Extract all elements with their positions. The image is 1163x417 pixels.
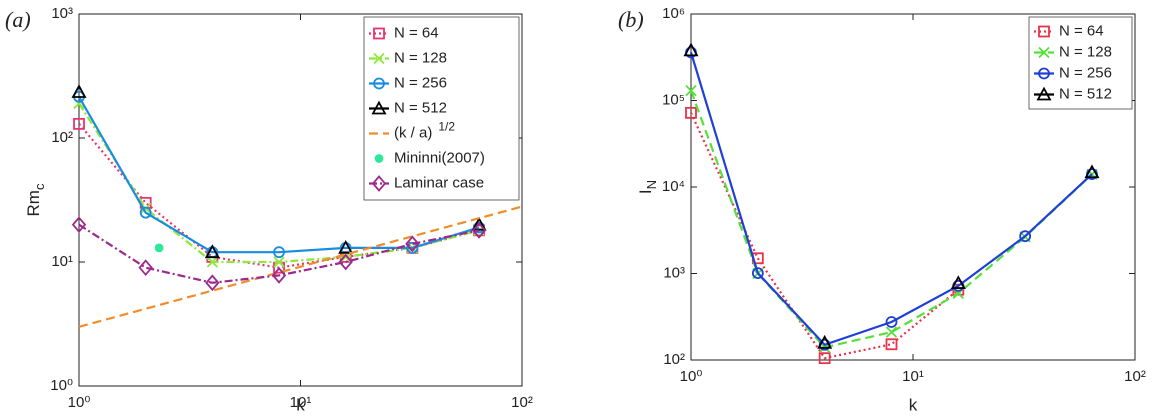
y-axis-label-main: I [636, 189, 655, 194]
marker [154, 243, 164, 253]
y-tick-label: 10¹ [51, 253, 73, 270]
marker [950, 275, 966, 289]
marker [471, 221, 487, 239]
y-tick-label: 10⁰ [50, 377, 73, 394]
y-tick-label: 10⁴ [662, 178, 685, 195]
x-axis-label: k [909, 395, 918, 414]
x-tick-label: 10¹ [902, 368, 924, 385]
x-tick-label: 10⁰ [680, 368, 703, 385]
y-axis-label: Rmc [24, 183, 47, 216]
y-tick-label: 10⁶ [662, 5, 685, 22]
marker [885, 326, 898, 338]
y-axis-label-main: Rm [24, 190, 43, 216]
marker [1036, 86, 1052, 101]
y-axis-label: IN [636, 180, 659, 194]
x-tick-label: 10⁰ [68, 394, 91, 411]
marker [204, 244, 220, 259]
marker [206, 256, 218, 268]
marker [683, 42, 699, 57]
marker [71, 84, 87, 98]
legend-label: N = 128 [394, 49, 447, 66]
marker [373, 52, 385, 65]
series-line [78, 223, 480, 284]
series-line [78, 205, 523, 328]
legend-label: N = 64 [394, 24, 439, 41]
marker [338, 253, 353, 271]
x-tick-label: 10² [511, 394, 533, 411]
marker [273, 246, 285, 259]
marker [139, 206, 152, 219]
x-axis-label: k [296, 395, 305, 414]
marker [338, 239, 354, 254]
y-axis-label-sub: N [644, 180, 659, 189]
legend-label-text: N = 512 [1059, 85, 1112, 102]
legend-label-text: Laminar case [394, 174, 484, 191]
legend-label-text: N = 64 [1059, 22, 1104, 39]
marker [1019, 230, 1032, 243]
legend-label: Laminar case [394, 174, 484, 191]
legend-label-text: N = 512 [394, 99, 447, 116]
legend-label: N = 256 [394, 74, 447, 91]
legend-label-text: N = 128 [1059, 43, 1112, 60]
legend-label: N = 512 [1059, 85, 1112, 102]
legend-label: (k / a) 1/2 [394, 120, 455, 142]
legend-label: N = 128 [1059, 43, 1112, 60]
legend-label-text: Mininni(2007) [394, 149, 485, 166]
marker [471, 216, 487, 231]
marker [71, 216, 87, 234]
marker [685, 85, 697, 97]
y-tick-label: 10² [51, 129, 73, 146]
marker [751, 267, 764, 280]
marker [817, 334, 833, 349]
x-tick-label: 10¹ [290, 394, 312, 411]
y-axis-label-sub: c [32, 183, 47, 190]
panel-label: (a) [5, 7, 31, 32]
series-line [689, 52, 1093, 347]
legend-label: N = 256 [1059, 64, 1112, 81]
legend-box [363, 16, 520, 201]
x-tick-label: 10² [1124, 368, 1146, 385]
y-tick-label: 10² [663, 351, 685, 368]
marker [1038, 67, 1050, 80]
marker [885, 338, 898, 351]
marker [73, 117, 85, 130]
legend-label-text: (k / a) [394, 124, 432, 141]
marker [371, 175, 387, 192]
marker [271, 266, 287, 284]
marker [1084, 164, 1100, 179]
marker [138, 259, 153, 277]
marker [374, 154, 384, 163]
legend-label-text: N = 64 [394, 24, 439, 41]
marker [373, 77, 385, 90]
y-tick-label: 10³ [663, 264, 685, 281]
series-line [78, 96, 480, 254]
y-tick-label: 10⁵ [662, 91, 685, 108]
marker [818, 352, 831, 365]
marker [373, 27, 385, 40]
legend-label-text: N = 128 [394, 49, 447, 66]
legend-label: Mininni(2007) [394, 149, 485, 166]
panel-label: (b) [618, 7, 644, 32]
legend-label-sup: 1/2 [438, 120, 455, 134]
marker [205, 274, 220, 292]
marker [405, 235, 420, 253]
y-tick-label: 10³ [51, 5, 73, 22]
marker [1038, 46, 1050, 59]
series-line [690, 112, 960, 360]
marker [885, 316, 898, 328]
series-line [689, 90, 1093, 349]
marker [685, 106, 697, 119]
marker [371, 100, 387, 115]
legend-label-text: N = 256 [394, 74, 447, 91]
legend-label-text: N = 256 [1059, 64, 1112, 81]
marker [1038, 25, 1050, 38]
legend-label: N = 64 [1059, 22, 1104, 39]
legend-label: N = 512 [394, 99, 447, 116]
marker [273, 256, 285, 268]
